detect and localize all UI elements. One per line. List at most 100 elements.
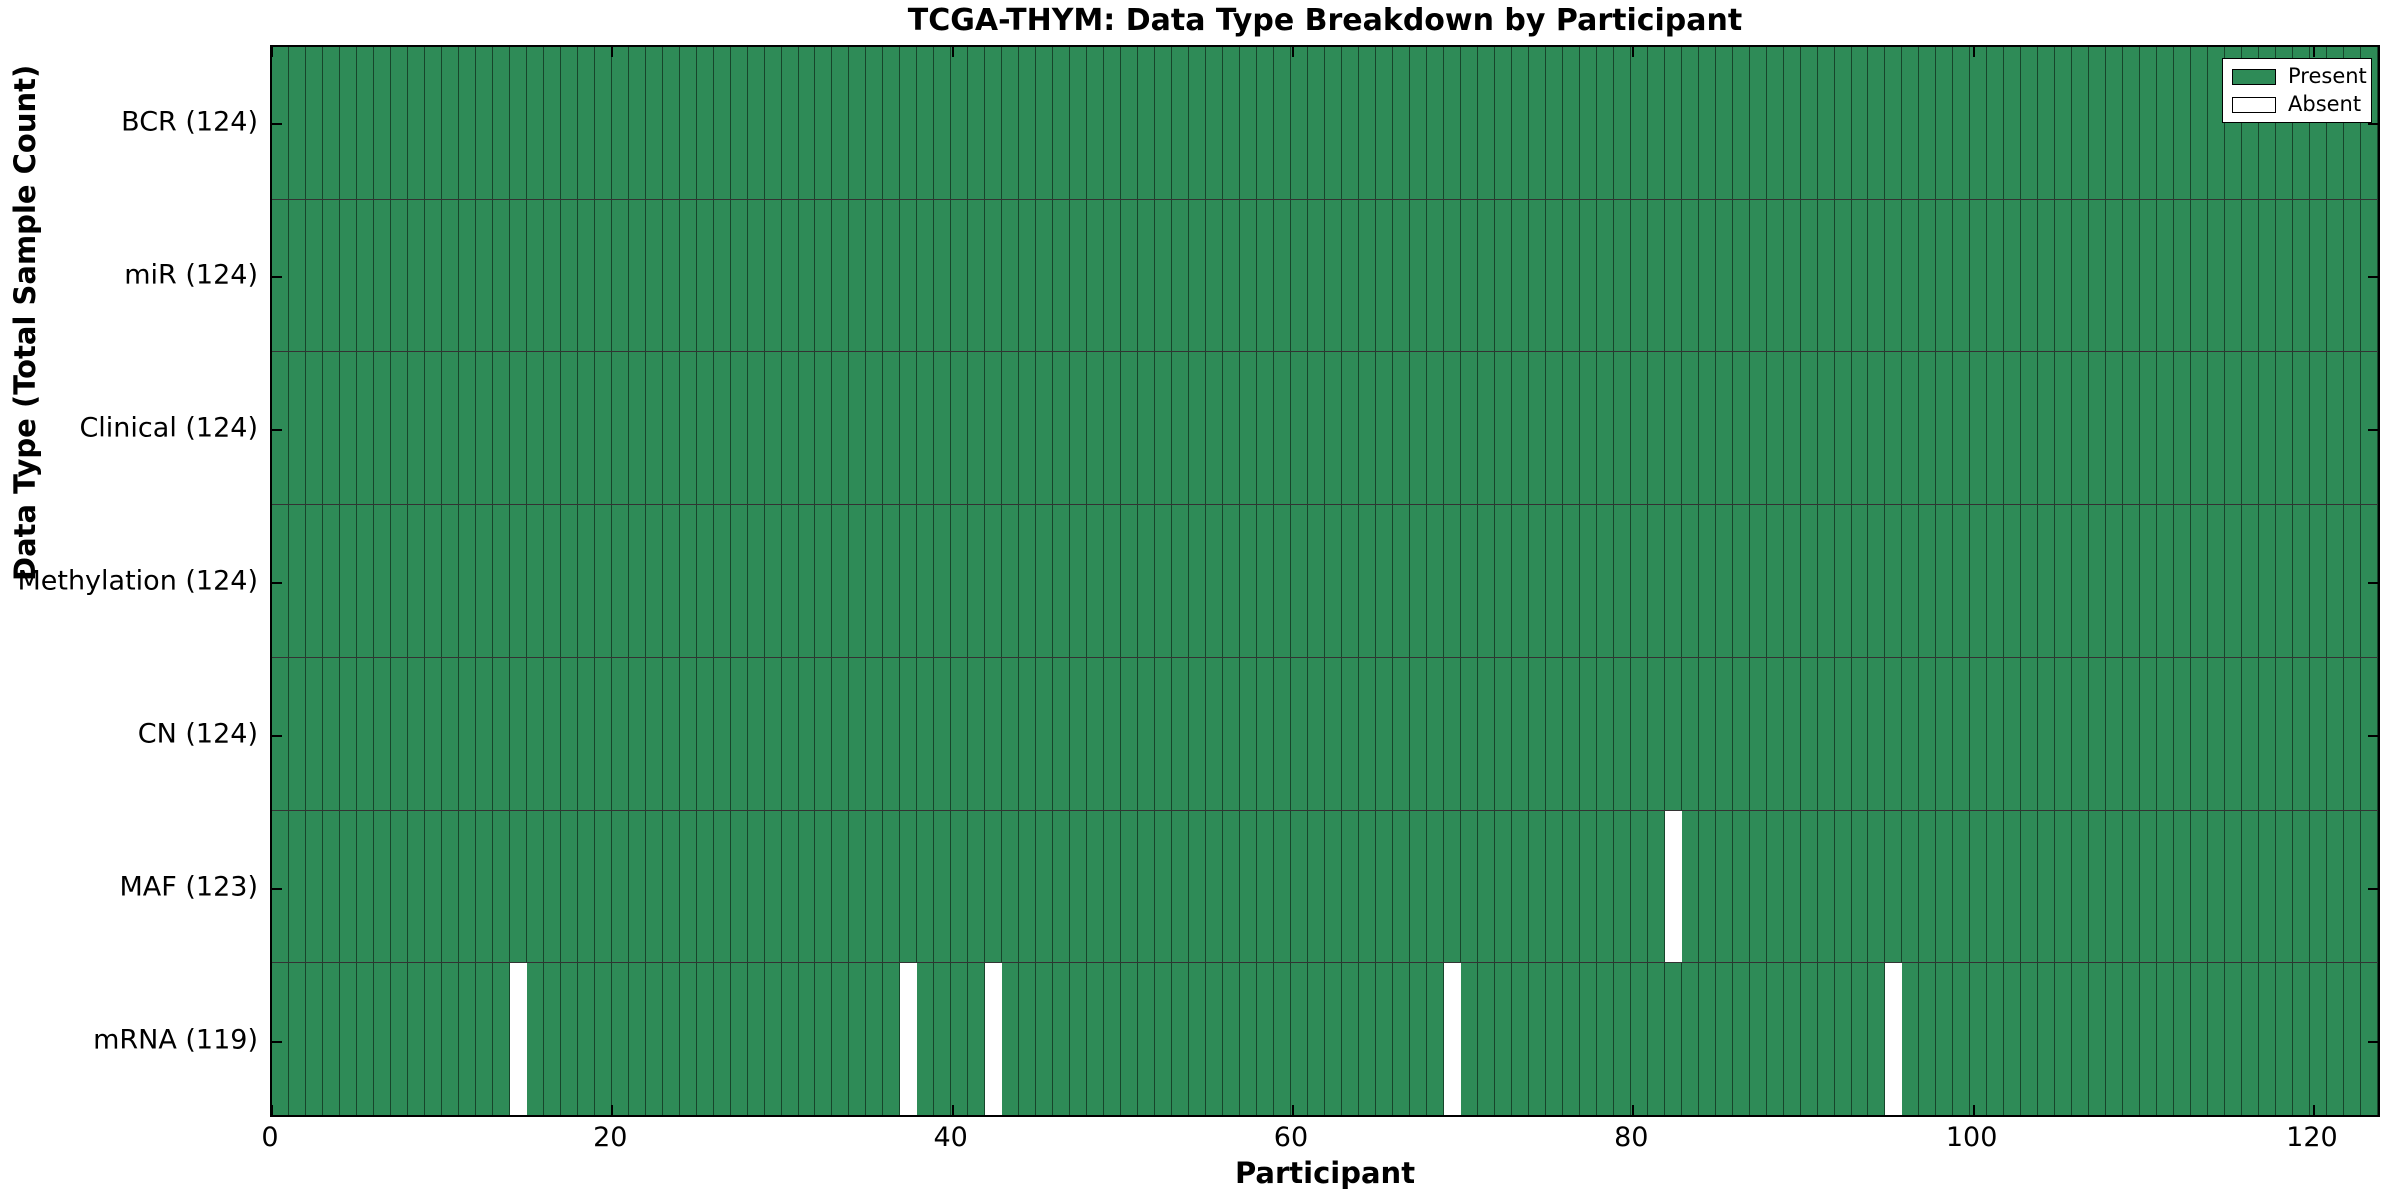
cell-present bbox=[1868, 352, 1886, 505]
cell-present bbox=[1426, 505, 1444, 657]
cell-present bbox=[1630, 352, 1648, 505]
cell-present bbox=[1358, 963, 1376, 1116]
cell-present bbox=[900, 352, 918, 505]
cell-present bbox=[1426, 352, 1444, 505]
cell-present bbox=[1868, 505, 1886, 657]
cell-present bbox=[475, 657, 493, 810]
cell-present bbox=[781, 199, 799, 352]
cell-present bbox=[458, 657, 476, 810]
cell-present bbox=[339, 505, 357, 657]
cell-present bbox=[492, 47, 510, 199]
cell-present bbox=[985, 505, 1003, 657]
x-tick-label: 120 bbox=[2286, 1122, 2338, 1153]
cell-present bbox=[832, 199, 850, 352]
cell-present bbox=[900, 47, 918, 199]
cell-present bbox=[1681, 505, 1699, 657]
cell-present bbox=[764, 352, 782, 505]
cell-present bbox=[2242, 352, 2260, 505]
legend-absent-label: Absent bbox=[2288, 92, 2362, 116]
cell-present bbox=[764, 47, 782, 199]
cell-present bbox=[1817, 47, 1835, 199]
cell-present bbox=[951, 505, 969, 657]
cell-present bbox=[1206, 352, 1224, 505]
cell-present bbox=[526, 657, 544, 810]
cell-present bbox=[1104, 505, 1122, 657]
cell-present bbox=[1630, 199, 1648, 352]
cell-present bbox=[2038, 199, 2056, 352]
cell-present bbox=[492, 963, 510, 1116]
cell-present bbox=[1562, 810, 1580, 963]
cell-present bbox=[526, 47, 544, 199]
cell-present bbox=[2123, 657, 2141, 810]
cell-present bbox=[1715, 657, 1733, 810]
x-tick-mark bbox=[1291, 1105, 1294, 1115]
cell-present bbox=[1036, 47, 1054, 199]
cell-present bbox=[713, 505, 731, 657]
cell-present bbox=[1562, 352, 1580, 505]
cell-present bbox=[764, 810, 782, 963]
cell-present bbox=[509, 352, 527, 505]
cell-present bbox=[1919, 657, 1937, 810]
cell-present bbox=[1308, 352, 1325, 505]
cell-present bbox=[1528, 810, 1546, 963]
cell-present bbox=[1223, 810, 1241, 963]
cell-present bbox=[2208, 657, 2226, 810]
y-tick-mark bbox=[272, 1041, 282, 1044]
cell-present bbox=[985, 657, 1003, 810]
cell-present bbox=[458, 47, 476, 199]
cell-present bbox=[1783, 657, 1801, 810]
cell-present bbox=[1274, 810, 1292, 963]
cell-present bbox=[2004, 963, 2022, 1116]
cell-present bbox=[1596, 47, 1614, 199]
cell-present bbox=[2004, 47, 2022, 199]
cell-present bbox=[2361, 657, 2378, 810]
cell-present bbox=[1885, 657, 1903, 810]
x-tick-mark bbox=[611, 1105, 614, 1115]
cell-present bbox=[2174, 199, 2192, 352]
cell-present bbox=[2191, 47, 2209, 199]
cell-present bbox=[747, 505, 765, 657]
cell-present bbox=[2140, 505, 2158, 657]
cell-present bbox=[1155, 810, 1173, 963]
cell-present bbox=[1579, 505, 1597, 657]
cell-present bbox=[2072, 352, 2090, 505]
cell-present bbox=[2072, 963, 2090, 1116]
cell-present bbox=[1325, 810, 1342, 963]
cell-present bbox=[866, 199, 884, 352]
cell-present bbox=[645, 47, 663, 199]
cell-present bbox=[2293, 505, 2311, 657]
cell-present bbox=[628, 963, 646, 1116]
cell-present bbox=[1240, 352, 1258, 505]
cell-present bbox=[577, 199, 595, 352]
cell-present bbox=[611, 352, 629, 505]
cell-present bbox=[1392, 505, 1410, 657]
cell-present bbox=[1919, 352, 1937, 505]
cell-present bbox=[951, 657, 969, 810]
cell-present bbox=[2191, 505, 2209, 657]
cell-present bbox=[272, 505, 289, 657]
cell-present bbox=[1800, 810, 1818, 963]
cell-present bbox=[1868, 657, 1886, 810]
x-tick-label: 60 bbox=[1273, 1122, 1309, 1153]
cell-present bbox=[1953, 199, 1971, 352]
cell-present bbox=[1087, 199, 1105, 352]
y-tick-mark-right bbox=[2368, 582, 2378, 584]
cell-present bbox=[1257, 199, 1275, 352]
cell-present bbox=[356, 657, 374, 810]
cell-present bbox=[1477, 963, 1495, 1116]
cell-present bbox=[1036, 963, 1054, 1116]
cell-present bbox=[1766, 657, 1784, 810]
cell-present bbox=[390, 505, 408, 657]
cell-present bbox=[288, 963, 306, 1116]
cell-present bbox=[1375, 47, 1393, 199]
cell-present bbox=[543, 352, 561, 505]
cell-present bbox=[1545, 505, 1563, 657]
cell-present bbox=[662, 199, 680, 352]
cell-present bbox=[560, 657, 578, 810]
cell-present bbox=[679, 47, 697, 199]
cell-present bbox=[1613, 352, 1631, 505]
cell-present bbox=[458, 810, 476, 963]
cell-present bbox=[1987, 963, 2005, 1116]
cell-present bbox=[1868, 963, 1886, 1116]
